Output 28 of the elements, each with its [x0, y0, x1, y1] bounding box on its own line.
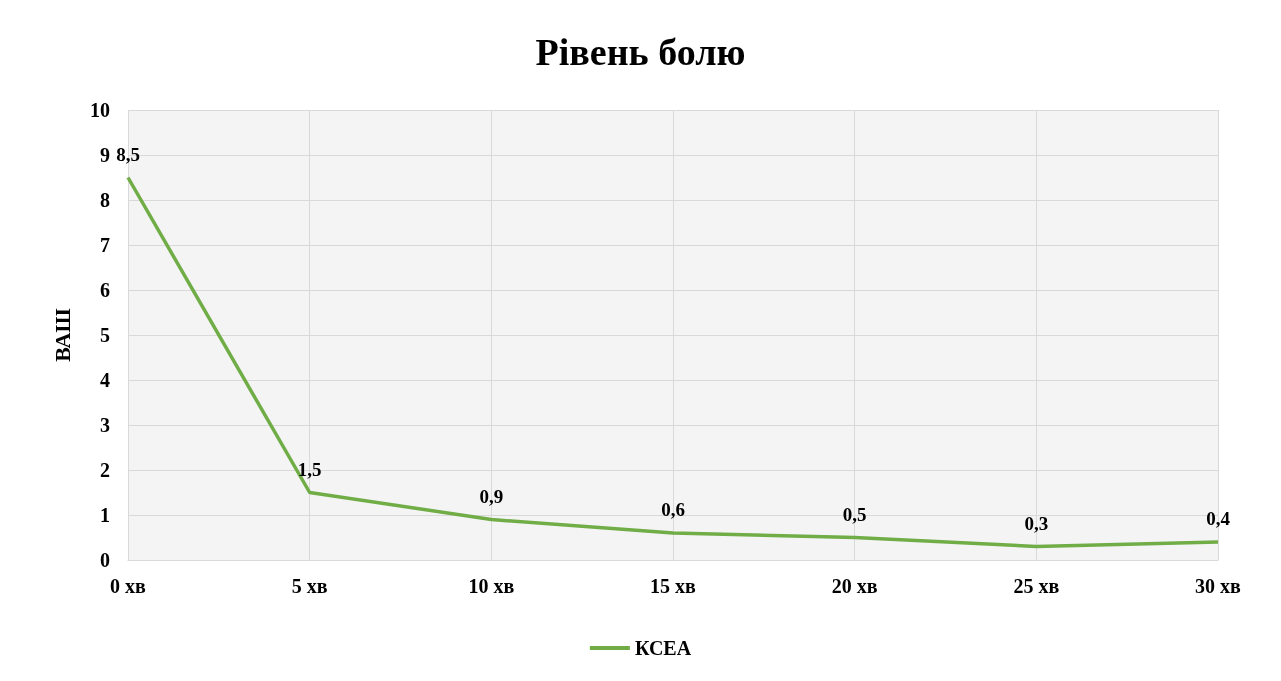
y-axis-title: ВАШ	[49, 308, 75, 362]
data-label: 1,5	[297, 458, 322, 480]
y-tick-label: 0	[100, 549, 110, 571]
data-label: 0,4	[1206, 508, 1231, 529]
y-tick-label: 7	[100, 234, 110, 256]
data-label: 8,5	[116, 143, 140, 165]
y-tick-label: 1	[100, 504, 110, 526]
legend-label: КСЕА	[634, 637, 692, 659]
y-tick-label: 5	[100, 324, 110, 346]
data-label: 0,6	[661, 499, 685, 520]
data-label: 0,9	[479, 485, 504, 507]
x-tick-label: 25 хв	[1013, 575, 1060, 597]
chart-title: Рівень болю	[535, 31, 746, 73]
data-label: 0,3	[1024, 512, 1049, 534]
y-tick-label: 2	[100, 459, 110, 481]
x-tick-label: 20 хв	[831, 575, 878, 597]
x-tick-label: 0 хв	[110, 575, 147, 597]
x-tick-label: 30 хв	[1195, 575, 1242, 597]
x-tick-label: 5 хв	[291, 575, 328, 597]
y-tick-label: 4	[100, 369, 110, 391]
x-tick-label: 10 хв	[468, 575, 515, 597]
y-tick-label: 10	[90, 99, 110, 121]
y-tick-label: 3	[100, 414, 110, 436]
y-tick-label: 6	[100, 279, 110, 301]
y-tick-label: 9	[100, 144, 110, 166]
x-tick-label: 15 хв	[650, 575, 697, 597]
data-label: 0,5	[842, 503, 867, 525]
y-tick-label: 8	[100, 189, 110, 211]
